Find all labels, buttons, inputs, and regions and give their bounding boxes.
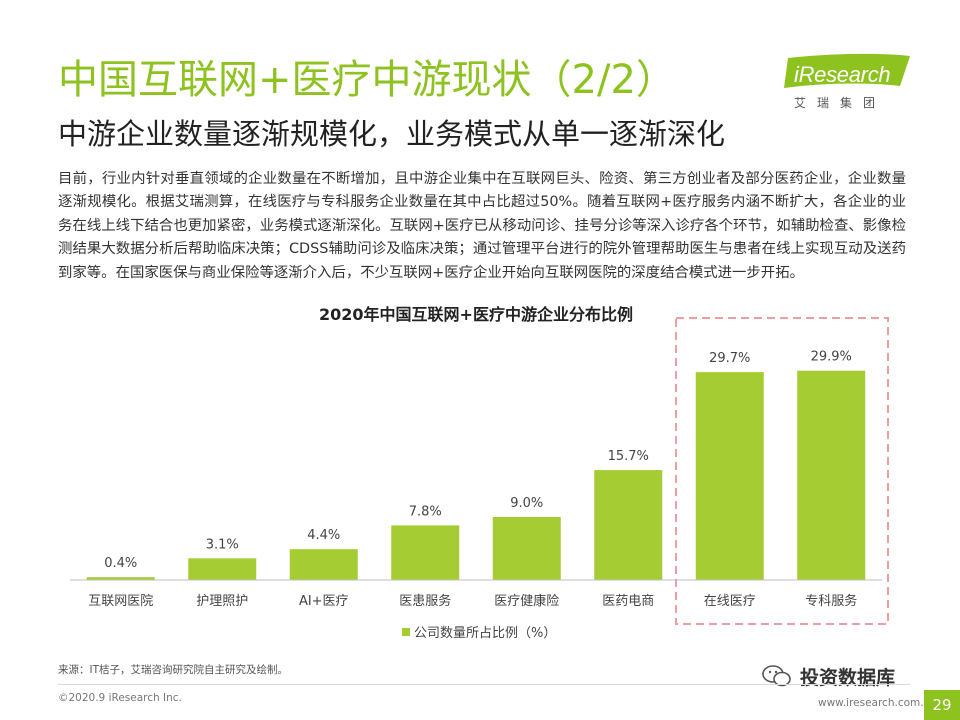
value-label-5: 15.7% bbox=[608, 449, 649, 464]
category-label-2: AI+医疗 bbox=[299, 594, 349, 609]
wechat-icon bbox=[762, 665, 791, 687]
body-paragraph: 目前，行业内针对垂直领域的企业数量在不断增加，且中游企业集中在互联网巨头、险资、… bbox=[58, 171, 906, 281]
chart-legend: 公司数量所占比例（%） bbox=[402, 626, 556, 641]
value-label-1: 3.1% bbox=[206, 537, 239, 552]
page-title: 中国互联网+医疗中游现状（2/2） bbox=[58, 57, 676, 103]
bar-chart: 2020年中国互联网+医疗中游企业分布比例 0.4% 互联网医院 3.1% 护理照护 4… bbox=[70, 305, 889, 641]
logo-swoosh-icon bbox=[784, 53, 910, 88]
watermark-text: 投资数据库 bbox=[800, 666, 896, 689]
bar-2 bbox=[289, 549, 358, 580]
bar-5 bbox=[594, 470, 663, 580]
category-label-6: 在线医疗 bbox=[704, 594, 756, 609]
value-label-0: 0.4% bbox=[104, 556, 137, 571]
value-label-3: 7.8% bbox=[409, 504, 442, 519]
category-label-7: 专科服务 bbox=[805, 593, 857, 609]
legend-label: 公司数量所占比例（%） bbox=[414, 626, 556, 641]
chart-title: 2020年中国互联网+医疗中游企业分布比例 bbox=[319, 305, 633, 324]
source-note: 来源：IT桔子，艾瑞咨询研究院自主研究及绘制。 bbox=[58, 664, 289, 676]
footer-divider bbox=[58, 684, 910, 685]
bar-7 bbox=[797, 370, 866, 580]
category-label-0: 互联网医院 bbox=[88, 594, 153, 609]
value-label-4: 9.0% bbox=[510, 496, 543, 511]
logo-sub-text: 艾瑞集团 bbox=[794, 96, 887, 110]
bar-1 bbox=[188, 558, 257, 580]
category-label-4: 医疗健康险 bbox=[494, 593, 559, 609]
bar-0 bbox=[86, 577, 155, 580]
iresearch-logo: iResearch 艾瑞集团 bbox=[782, 52, 912, 112]
value-label-7: 29.9% bbox=[811, 350, 852, 365]
copyright: ©2020.9 iResearch Inc. bbox=[58, 692, 182, 704]
category-label-3: 医患服务 bbox=[399, 593, 451, 609]
watermark: 投资数据库 bbox=[762, 662, 895, 690]
page-subtitle: 中游企业数量逐渐规模化，业务模式从单一逐渐深化 bbox=[58, 117, 726, 151]
category-label-5: 医药电商 bbox=[602, 594, 654, 609]
category-label-1: 护理照护 bbox=[196, 594, 248, 609]
logo-brand-text: iResearch bbox=[794, 62, 891, 87]
bar-3 bbox=[391, 525, 460, 580]
page-number: 29 bbox=[924, 690, 960, 720]
website-url: www.iresearch.com.cn bbox=[818, 697, 937, 709]
value-label-6: 29.7% bbox=[709, 351, 750, 366]
bar-4 bbox=[492, 517, 561, 580]
legend-swatch bbox=[402, 628, 410, 636]
value-label-2: 4.4% bbox=[307, 528, 340, 543]
highlight-box bbox=[675, 317, 889, 625]
bar-6 bbox=[695, 372, 764, 580]
